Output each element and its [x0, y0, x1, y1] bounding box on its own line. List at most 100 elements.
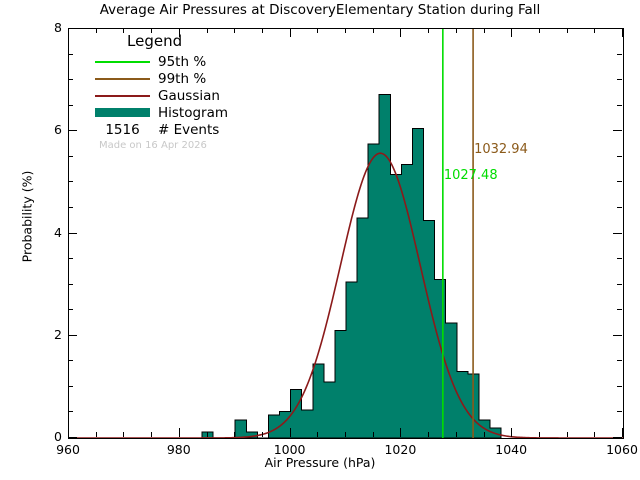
y-tick [68, 79, 73, 80]
x-tick [179, 428, 180, 437]
x-tick-top [567, 28, 568, 33]
x-tick [484, 432, 485, 437]
y-tick-label: 0 [54, 429, 62, 444]
legend-label: 95th % [158, 53, 207, 70]
x-tick-top [345, 28, 346, 33]
y-tick-right [613, 437, 622, 438]
y-tick-right [617, 54, 622, 55]
percentile-label-99th: 1032.94 [474, 142, 528, 157]
chart-title: Average Air Pressures at DiscoveryElemen… [99, 2, 541, 18]
legend-label: 99th % [158, 70, 207, 87]
x-tick-top [622, 28, 623, 37]
y-tick-right [613, 130, 622, 131]
y-tick-label: 8 [54, 20, 62, 35]
x-tick-label: 1040 [495, 442, 528, 457]
x-tick-top [373, 28, 374, 33]
x-tick-top [539, 28, 540, 33]
x-tick [123, 432, 124, 437]
plot-area [68, 28, 624, 439]
x-tick-label: 960 [56, 442, 80, 457]
y-tick [68, 181, 73, 182]
made-on-stamp: Made on 16 Apr 2026 [99, 140, 207, 151]
gaussian-curve [69, 152, 623, 438]
x-axis-title: Air Pressure (hPa) [264, 455, 376, 470]
x-tick [68, 428, 69, 437]
x-tick [96, 432, 97, 437]
plot-inner [69, 29, 623, 438]
y-tick-right [617, 258, 622, 259]
y-tick [68, 28, 77, 29]
x-tick [317, 432, 318, 437]
legend-swatch [95, 60, 150, 63]
y-tick-label: 4 [54, 224, 62, 240]
x-tick-label: 980 [166, 442, 191, 457]
y-tick [68, 130, 77, 131]
y-tick-right [617, 360, 622, 361]
x-tick [400, 428, 401, 437]
y-tick-right [617, 411, 622, 412]
y-tick-right [613, 233, 622, 234]
legend-swatch [95, 77, 150, 80]
y-tick-right [617, 79, 622, 80]
y-tick [68, 156, 73, 157]
legend-entry: 95th % [95, 53, 325, 70]
x-tick-top [428, 28, 429, 33]
y-tick-right [617, 105, 622, 106]
x-tick [456, 432, 457, 437]
y-tick [68, 437, 77, 438]
legend-swatch [95, 108, 150, 117]
x-tick-label: 1060 [606, 442, 638, 457]
x-tick [151, 432, 152, 437]
legend-entry: Histogram [95, 104, 325, 121]
legend-title: Legend [127, 32, 183, 50]
legend-entry: 99th % [95, 70, 325, 87]
y-tick-label: 6 [54, 122, 62, 138]
x-tick-label: 1020 [384, 442, 417, 457]
x-tick [511, 428, 512, 437]
x-tick [539, 432, 540, 437]
x-tick [373, 432, 374, 437]
x-tick-top [484, 28, 485, 33]
x-tick [262, 432, 263, 437]
y-tick-right [617, 207, 622, 208]
legend-swatch [95, 94, 150, 97]
y-tick [68, 54, 73, 55]
y-tick [68, 360, 73, 361]
x-tick-top [68, 28, 69, 37]
histogram-bars [201, 93, 502, 438]
x-tick-label: 1000 [273, 442, 306, 457]
y-tick [68, 233, 77, 234]
y-tick [68, 309, 73, 310]
legend-events-label: # Events [158, 121, 220, 138]
y-tick-right [617, 181, 622, 182]
y-tick-right [617, 386, 622, 387]
y-tick-right [613, 335, 622, 336]
y-tick [68, 258, 73, 259]
x-tick-top [96, 28, 97, 33]
legend-entry: Gaussian [95, 87, 325, 104]
x-tick-top [207, 28, 208, 33]
x-tick [234, 432, 235, 437]
x-tick [207, 432, 208, 437]
y-tick [68, 207, 73, 208]
y-tick [68, 284, 73, 285]
x-tick [622, 428, 623, 437]
x-tick-top [511, 28, 512, 37]
legend-label: Gaussian [158, 87, 220, 104]
legend: Legend 95th % 99th % Gaussian Histogram 151… [95, 32, 325, 151]
y-tick-right [617, 309, 622, 310]
x-tick-top [456, 28, 457, 33]
y-tick [68, 386, 73, 387]
y-tick-right [617, 156, 622, 157]
x-tick-top [290, 28, 291, 37]
legend-events-row: 1516 # Events [95, 121, 325, 138]
legend-entries: 95th % 99th % Gaussian Histogram [95, 53, 325, 121]
y-tick [68, 411, 73, 412]
x-tick-top [594, 28, 595, 33]
y-tick [68, 105, 73, 106]
y-tick-right [617, 284, 622, 285]
x-tick-top [179, 28, 180, 37]
legend-events-count: 1516 [105, 121, 140, 138]
x-tick [567, 432, 568, 437]
